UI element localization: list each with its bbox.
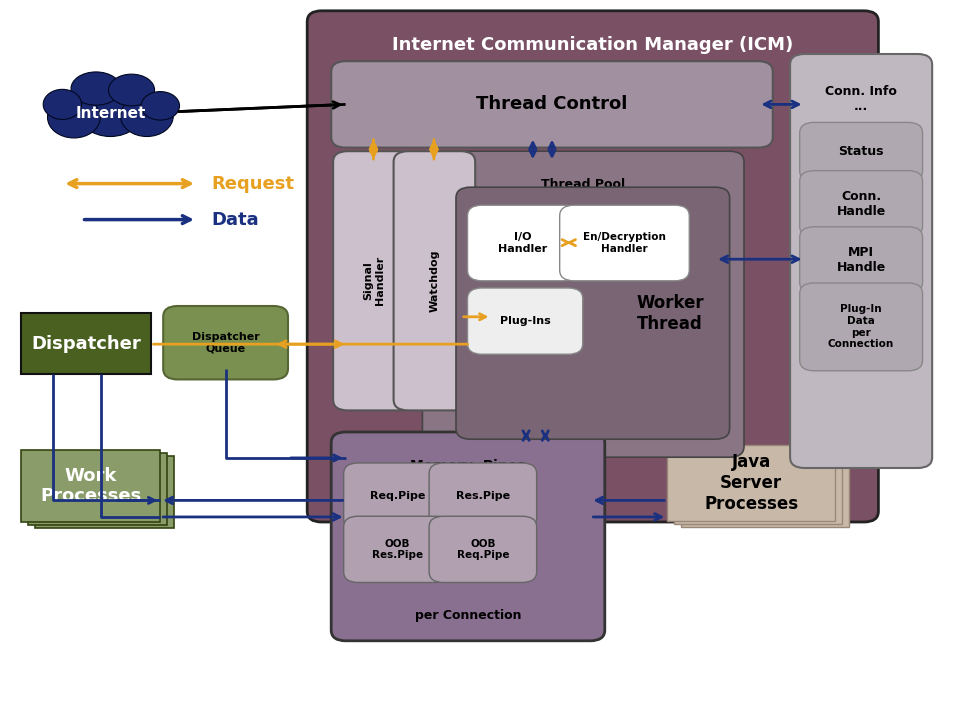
Text: Internet Communication Manager (ICM): Internet Communication Manager (ICM) <box>393 35 793 53</box>
FancyBboxPatch shape <box>422 151 744 457</box>
Bar <box>667 445 835 521</box>
Text: Request: Request <box>211 175 294 192</box>
FancyBboxPatch shape <box>307 11 878 522</box>
Text: Req.Pipe: Req.Pipe <box>370 491 425 501</box>
Text: Watchdog: Watchdog <box>429 250 440 312</box>
FancyBboxPatch shape <box>468 288 583 354</box>
Ellipse shape <box>141 91 180 120</box>
FancyBboxPatch shape <box>394 151 475 410</box>
FancyBboxPatch shape <box>331 61 773 148</box>
Text: per Connection: per Connection <box>415 609 521 622</box>
Text: MPI
Handle: MPI Handle <box>836 246 886 274</box>
Ellipse shape <box>48 96 101 138</box>
Text: OOB
Res.Pipe: OOB Res.Pipe <box>372 539 423 560</box>
Bar <box>21 313 151 374</box>
Text: En/Decryption
Handler: En/Decryption Handler <box>583 232 666 254</box>
Text: Plug-Ins: Plug-Ins <box>500 316 550 326</box>
FancyBboxPatch shape <box>331 432 605 641</box>
Text: Worker
Thread: Worker Thread <box>636 294 704 333</box>
FancyBboxPatch shape <box>800 171 923 237</box>
FancyBboxPatch shape <box>800 227 923 293</box>
Ellipse shape <box>76 79 145 137</box>
Text: Java
Server
Processes: Java Server Processes <box>704 453 799 513</box>
FancyBboxPatch shape <box>800 122 923 181</box>
Text: Conn.
Handle: Conn. Handle <box>836 190 886 217</box>
Bar <box>674 448 842 523</box>
FancyBboxPatch shape <box>429 463 537 529</box>
Text: Signal
Handler: Signal Handler <box>363 256 385 305</box>
Text: Memory  Pipes: Memory Pipes <box>410 459 526 472</box>
Ellipse shape <box>71 72 121 105</box>
Text: Work
Processes: Work Processes <box>40 467 141 505</box>
Text: Conn. Info
...: Conn. Info ... <box>826 85 897 113</box>
FancyBboxPatch shape <box>790 54 932 468</box>
Text: Res.Pipe: Res.Pipe <box>456 491 510 501</box>
Text: Thread Control: Thread Control <box>476 95 628 113</box>
Ellipse shape <box>121 95 173 137</box>
FancyBboxPatch shape <box>344 463 451 529</box>
FancyBboxPatch shape <box>560 205 689 281</box>
Ellipse shape <box>108 74 155 106</box>
FancyBboxPatch shape <box>344 516 451 582</box>
Text: OOB
Req.Pipe: OOB Req.Pipe <box>457 539 509 560</box>
Text: Plug-In
Data
per
Connection: Plug-In Data per Connection <box>828 305 895 349</box>
Text: Internet: Internet <box>75 106 146 120</box>
FancyBboxPatch shape <box>163 306 288 379</box>
Text: Dispatcher
Queue: Dispatcher Queue <box>192 332 259 354</box>
Ellipse shape <box>43 89 82 120</box>
Bar <box>28 454 167 525</box>
Text: I/O
Handler: I/O Handler <box>498 232 547 254</box>
Bar <box>681 451 849 527</box>
FancyBboxPatch shape <box>333 151 415 410</box>
FancyBboxPatch shape <box>429 516 537 582</box>
FancyBboxPatch shape <box>468 205 578 281</box>
Bar <box>21 450 160 522</box>
Text: Status: Status <box>838 145 884 158</box>
Text: Data: Data <box>211 210 259 228</box>
FancyBboxPatch shape <box>456 187 730 439</box>
Text: Thread Pool: Thread Pool <box>541 178 625 191</box>
FancyBboxPatch shape <box>800 283 923 371</box>
Text: Dispatcher: Dispatcher <box>31 335 141 353</box>
Bar <box>35 456 174 528</box>
